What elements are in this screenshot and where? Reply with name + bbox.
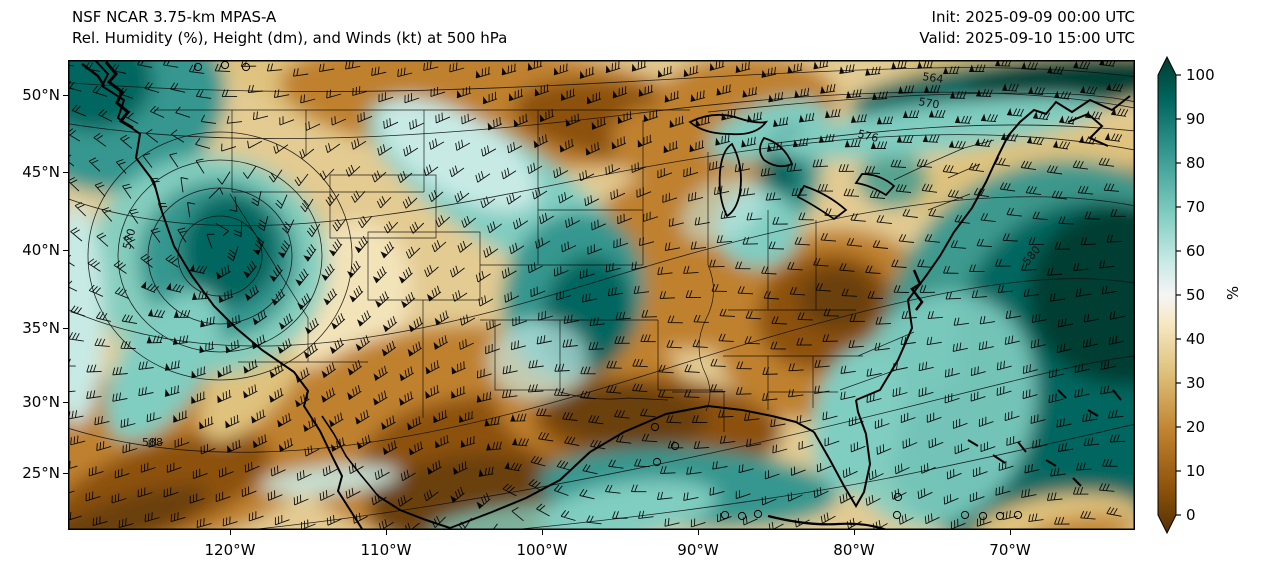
calm-wind-circle	[652, 457, 662, 467]
colorbar-tick-label: 30	[1186, 374, 1206, 392]
colorbar-unit-label: %	[1224, 285, 1243, 301]
great-lakes-outlines	[688, 113, 896, 221]
y-axis-tick-label: 50°N	[22, 86, 60, 104]
y-axis-tick-label: 45°N	[22, 163, 60, 181]
height-contour-label: 570	[917, 95, 940, 111]
chart-title-block: NSF NCAR 3.75-km MPAS-A Rel. Humidity (%…	[72, 7, 507, 49]
y-axis-tick-mark	[63, 249, 68, 251]
calm-wind-circle	[737, 511, 747, 521]
calm-wind-circle	[753, 509, 763, 519]
calm-wind-circle	[995, 511, 1005, 521]
y-axis-tick-mark	[63, 94, 68, 96]
calm-wind-circle	[892, 510, 902, 520]
colorbar-tick-label: 20	[1186, 418, 1206, 436]
y-axis-tick-mark	[63, 401, 68, 403]
x-axis-tick-label: 90°W	[677, 541, 719, 559]
humidity-shading-layer	[68, 60, 1135, 530]
height-contour-label: 576	[856, 127, 880, 145]
map-frame	[68, 60, 1135, 530]
y-axis-tick-label: 40°N	[22, 241, 60, 259]
y-axis-tick-label: 25°N	[22, 464, 60, 482]
calm-wind-circle	[241, 62, 251, 72]
height-contour-label: 564	[922, 70, 945, 86]
x-axis-tick-mark	[697, 530, 699, 535]
height-contour-label: 570	[120, 227, 138, 251]
colorbar-tick-label: 50	[1186, 286, 1206, 304]
colorbar-tick-label: 10	[1186, 462, 1206, 480]
colorbar-tick-label: 70	[1186, 198, 1206, 216]
fields-subtitle: Rel. Humidity (%), Height (dm), and Wind…	[72, 29, 508, 47]
x-axis-tick-mark	[385, 530, 387, 535]
init-time: Init: 2025-09-09 00:00 UTC	[931, 8, 1135, 26]
x-axis-tick-mark	[853, 530, 855, 535]
y-axis-tick-mark	[63, 327, 68, 329]
calm-wind-circle	[670, 441, 680, 451]
x-axis-tick-mark	[1009, 530, 1011, 535]
colorbar-tick-label: 80	[1186, 154, 1206, 172]
calm-wind-circle	[960, 510, 970, 520]
calm-wind-circle	[720, 510, 730, 520]
run-time-block: Init: 2025-09-09 00:00 UTC Valid: 2025-0…	[919, 7, 1135, 49]
x-axis-tick-mark	[541, 530, 543, 535]
x-axis-tick-label: 70°W	[989, 541, 1031, 559]
x-axis-tick-label: 80°W	[833, 541, 875, 559]
x-axis-tick-label: 100°W	[516, 541, 568, 559]
x-axis-tick-label: 120°W	[204, 541, 256, 559]
x-axis-tick-mark	[229, 530, 231, 535]
colorbar-tick-marks	[1176, 74, 1181, 516]
calm-wind-circle	[893, 492, 903, 502]
calm-wind-circles	[193, 60, 1023, 521]
colorbar-gradient-bar	[1157, 55, 1177, 535]
y-axis-tick-mark	[63, 472, 68, 474]
colorbar-tick-label: 100	[1186, 66, 1215, 84]
height-contour-label: 588	[142, 436, 163, 449]
colorbar	[1157, 55, 1181, 535]
wind-barbs-layer	[68, 60, 1129, 530]
y-axis-tick-label: 35°N	[22, 319, 60, 337]
model-name: NSF NCAR 3.75-km MPAS-A	[72, 8, 277, 26]
calm-wind-circle	[1013, 510, 1023, 520]
colorbar-tick-label: 90	[1186, 110, 1206, 128]
y-axis-tick-mark	[63, 171, 68, 173]
calm-wind-circle	[193, 62, 203, 72]
valid-time: Valid: 2025-09-10 15:00 UTC	[919, 29, 1135, 47]
coastlines-layer	[81, 60, 1131, 530]
colorbar-tick-label: 40	[1186, 330, 1206, 348]
map-panel: 564 570 576 570 588 580	[68, 60, 1135, 530]
x-axis-tick-label: 110°W	[360, 541, 412, 559]
colorbar-tick-label: 0	[1186, 506, 1196, 524]
y-axis-tick-label: 30°N	[22, 393, 60, 411]
colorbar-tick-label: 60	[1186, 242, 1206, 260]
calm-wind-circle	[650, 422, 660, 432]
calm-wind-circle	[978, 511, 988, 521]
